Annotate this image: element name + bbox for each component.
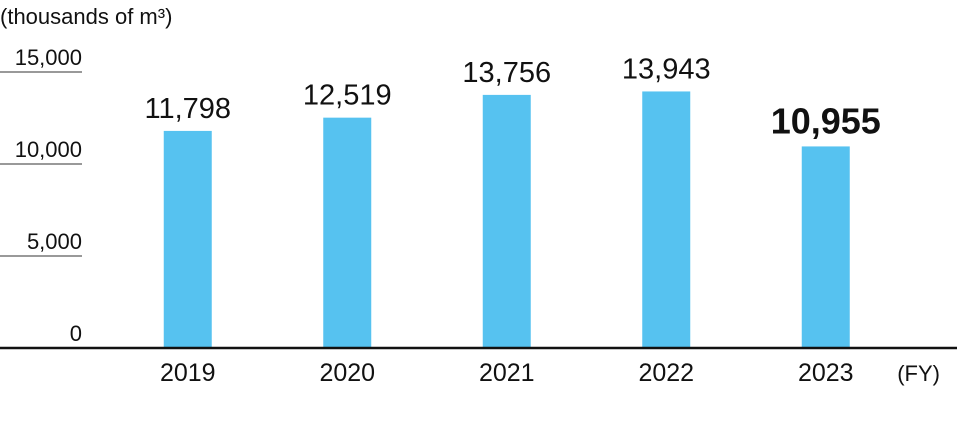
bar <box>323 117 372 349</box>
y-tick-label: 15,000 <box>15 45 82 70</box>
y-tick-label: 10,000 <box>15 137 82 162</box>
x-tick-label: 2020 <box>319 359 375 387</box>
y-tick-label: 5,000 <box>27 229 82 254</box>
value-label: 11,798 <box>144 93 231 125</box>
value-label: 13,943 <box>622 53 711 85</box>
bar <box>801 146 850 348</box>
x-tick-label: 2021 <box>479 359 535 387</box>
value-label: 10,955 <box>771 100 881 141</box>
x-axis-label: (FY) <box>897 361 940 386</box>
x-tick-label: 2019 <box>160 359 216 387</box>
bar <box>642 91 691 349</box>
bar <box>163 130 212 348</box>
bar <box>482 94 531 348</box>
value-label: 13,756 <box>462 57 551 89</box>
x-tick-label: 2023 <box>798 359 854 387</box>
x-tick-label: 2022 <box>638 359 694 387</box>
y-axis-label: (thousands of m³) <box>0 4 172 29</box>
y-tick-label: 0 <box>70 321 82 346</box>
value-label: 12,519 <box>303 80 392 112</box>
